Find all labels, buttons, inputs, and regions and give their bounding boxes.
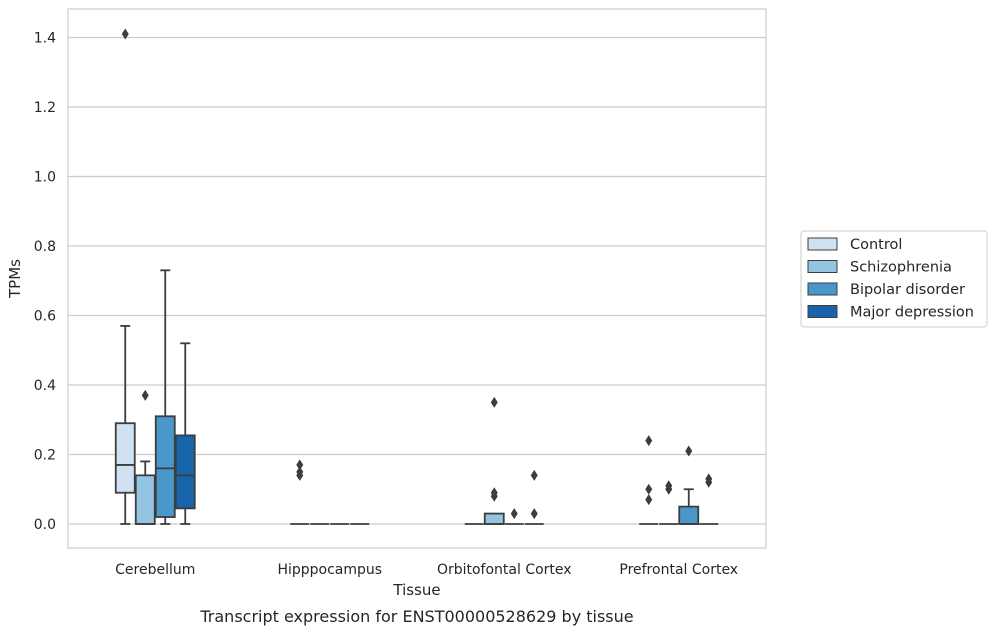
y-tick-label: 0.6 xyxy=(34,309,56,325)
box xyxy=(174,342,196,525)
outlier-point xyxy=(490,487,498,499)
y-tick-label: 0.4 xyxy=(34,378,56,394)
series-major-depression xyxy=(174,342,719,525)
outlier-point xyxy=(705,473,713,485)
outlier-point xyxy=(141,389,149,401)
outlier-point xyxy=(645,483,653,495)
legend-swatch xyxy=(807,260,838,273)
box xyxy=(639,435,659,525)
box xyxy=(659,480,679,525)
box xyxy=(134,389,156,525)
y-tick-labels: 0.0 0.2 0.4 0.6 0.8 1.0 1.2 1.4 xyxy=(34,31,56,534)
legend-swatch xyxy=(807,237,838,251)
outlier-point xyxy=(645,435,653,447)
x-tick-label: Orbitofontal Cortex xyxy=(437,562,572,578)
legend-label: Control xyxy=(850,237,902,253)
legend-label: Major depression xyxy=(850,305,974,321)
legend: Control Schizophrenia Bipolar disorder Majo… xyxy=(800,230,988,328)
box xyxy=(524,469,544,525)
series-layer xyxy=(114,28,719,525)
outlier-point xyxy=(121,28,129,40)
series-schizophrenia xyxy=(134,389,679,525)
box xyxy=(483,396,505,525)
y-tick-label: 0.8 xyxy=(34,239,56,255)
outlier-point xyxy=(296,459,304,471)
y-axis-label: TPMs xyxy=(6,259,24,299)
y-tick-label: 1.0 xyxy=(34,170,56,186)
box-body xyxy=(483,512,505,525)
box xyxy=(114,28,136,525)
box-body xyxy=(678,505,700,525)
legend-frame xyxy=(800,230,988,328)
outlier-point xyxy=(645,494,653,506)
y-tick-label: 0.0 xyxy=(34,517,56,533)
box-body xyxy=(134,474,156,525)
outlier-point xyxy=(490,396,498,408)
outlier-point xyxy=(530,508,538,520)
legend-swatch xyxy=(807,282,838,296)
legend-swatch xyxy=(807,305,838,318)
outlier-point xyxy=(510,508,518,520)
y-tick-label: 1.4 xyxy=(34,31,56,47)
box xyxy=(290,459,310,525)
x-tick-label: Cerebellum xyxy=(115,562,195,578)
chart-caption: Transcript expression for ENST0000052862… xyxy=(199,607,633,626)
box xyxy=(699,473,719,525)
legend-label: Schizophrenia xyxy=(850,260,952,276)
y-tick-label: 1.2 xyxy=(34,100,56,116)
plot-area-frame xyxy=(67,8,767,549)
x-tick-label: Prefrontal Cortex xyxy=(619,562,738,578)
legend-label: Bipolar disorder xyxy=(850,282,965,298)
outlier-point xyxy=(296,466,304,478)
x-tick-label: Hipppocampus xyxy=(277,562,382,578)
box xyxy=(154,269,176,525)
series-control xyxy=(114,28,659,525)
box-body xyxy=(174,434,196,510)
outlier-point xyxy=(685,445,693,457)
box xyxy=(678,445,700,525)
y-tick-label: 0.2 xyxy=(34,448,56,464)
outlier-point xyxy=(530,469,538,481)
x-tick-labels: Cerebellum Hipppocampus Orbitofontal Corte… xyxy=(115,562,738,578)
box xyxy=(504,508,524,525)
x-axis-label: Tissue xyxy=(392,581,440,599)
box-body xyxy=(154,415,176,518)
series-bipolar-disorder xyxy=(154,269,700,525)
outlier-point xyxy=(665,480,673,492)
box-body xyxy=(114,422,136,494)
